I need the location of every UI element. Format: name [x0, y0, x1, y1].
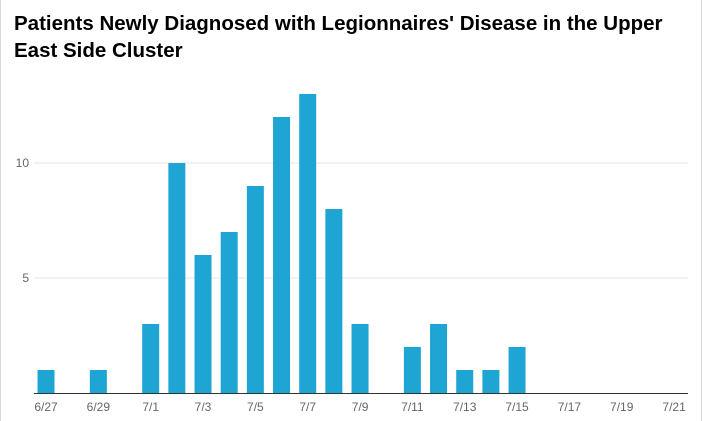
x-tick-label: 7/5 [247, 400, 264, 414]
bar-7-6 [273, 117, 291, 393]
chart-title: Patients Newly Diagnosed with Legionnair… [14, 12, 663, 62]
x-tick-label: 6/29 [87, 400, 111, 414]
bar-6-27 [37, 370, 55, 393]
bar-7-3 [194, 255, 212, 393]
x-tick-label: 7/15 [505, 400, 529, 414]
bar-7-14 [482, 370, 500, 393]
bar-7-9 [351, 324, 369, 393]
x-tick-label: 7/21 [662, 400, 686, 414]
bar-7-4 [220, 232, 238, 393]
bar-7-12 [430, 324, 448, 393]
x-tick-label: 7/1 [142, 400, 159, 414]
x-tick-label: 7/17 [558, 400, 582, 414]
gridlines [34, 162, 688, 279]
bar-7-2 [168, 163, 186, 393]
bar-7-7 [299, 94, 317, 393]
bar-7-11 [403, 347, 421, 393]
bars [37, 94, 526, 393]
y-tick-labels: 5 10 [16, 156, 30, 285]
x-tick-label: 6/27 [34, 400, 58, 414]
y-tick-label: 10 [16, 156, 30, 170]
x-tick-label: 7/9 [352, 400, 369, 414]
bar-7-13 [456, 370, 474, 393]
x-tick-label: 7/19 [610, 400, 634, 414]
x-tick-labels: 6/27 6/29 7/1 7/3 7/5 7/7 7/9 7/11 7/13 7/15 7/17 7… [34, 400, 686, 414]
bar-6-29 [89, 370, 107, 393]
bar-7-15 [508, 347, 526, 393]
x-tick-label: 7/11 [401, 400, 424, 414]
bar-7-1 [142, 324, 160, 393]
x-tick-label: 7/3 [195, 400, 212, 414]
x-tick-label: 7/7 [299, 400, 316, 414]
y-tick-label: 5 [22, 271, 29, 285]
x-tick-label: 7/13 [453, 400, 477, 414]
bar-7-8 [325, 209, 343, 393]
bar-7-5 [246, 186, 264, 393]
